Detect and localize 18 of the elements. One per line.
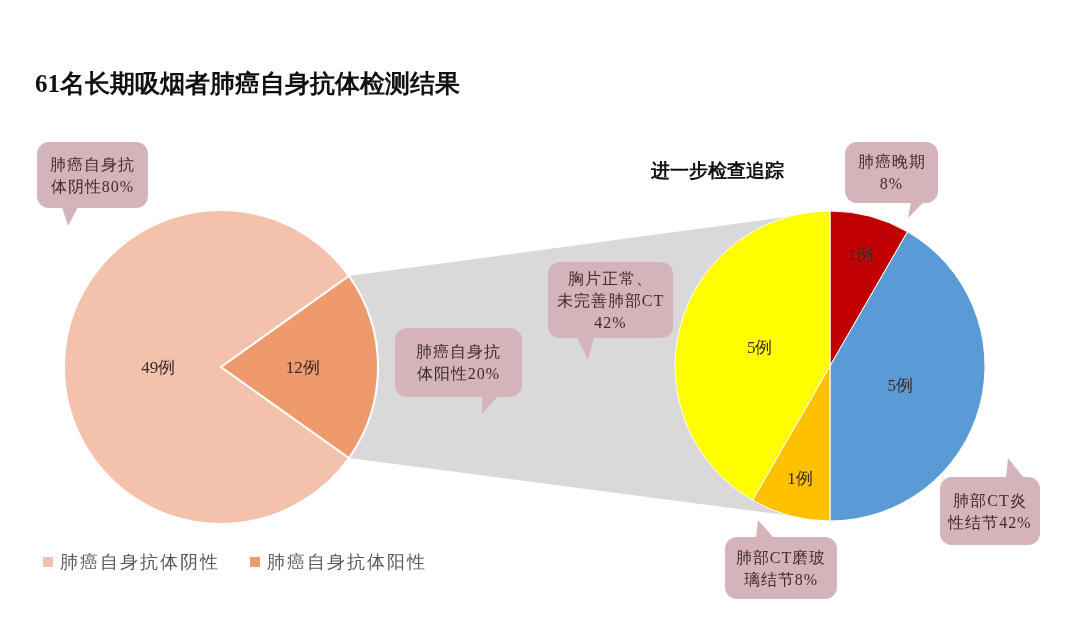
data-label: 12例 [285, 358, 320, 377]
slice-label: 肺癌晚期 [857, 153, 926, 171]
category-label: 肺部CT磨玻璃结节8% [735, 548, 827, 588]
text: 肺癌自身抗体阴性80% [50, 155, 135, 195]
text: 肺癌自身抗体阳性20% [416, 343, 501, 383]
chart-title: 进一步检查追踪 [650, 160, 784, 181]
legend-label: 肺癌自身抗体阴性 [60, 552, 220, 572]
data-label: 1例 [847, 244, 873, 264]
category-label: 肺部CT炎性结节42% [948, 491, 1032, 531]
text: 8% [879, 175, 904, 193]
chart-title: 61名长期吸烟者肺癌自身抗体检测结果 [35, 70, 460, 97]
data-label: 5例 [887, 375, 914, 395]
data-label: 49例 [141, 358, 176, 377]
text: 42% [594, 313, 627, 331]
slice-label: 胸片正常、未完善肺部CT [556, 269, 665, 309]
legend-label: 肺癌自身抗体阳性 [267, 552, 427, 572]
data-label: 5例 [746, 338, 773, 358]
data-label: 1例 [787, 469, 813, 489]
